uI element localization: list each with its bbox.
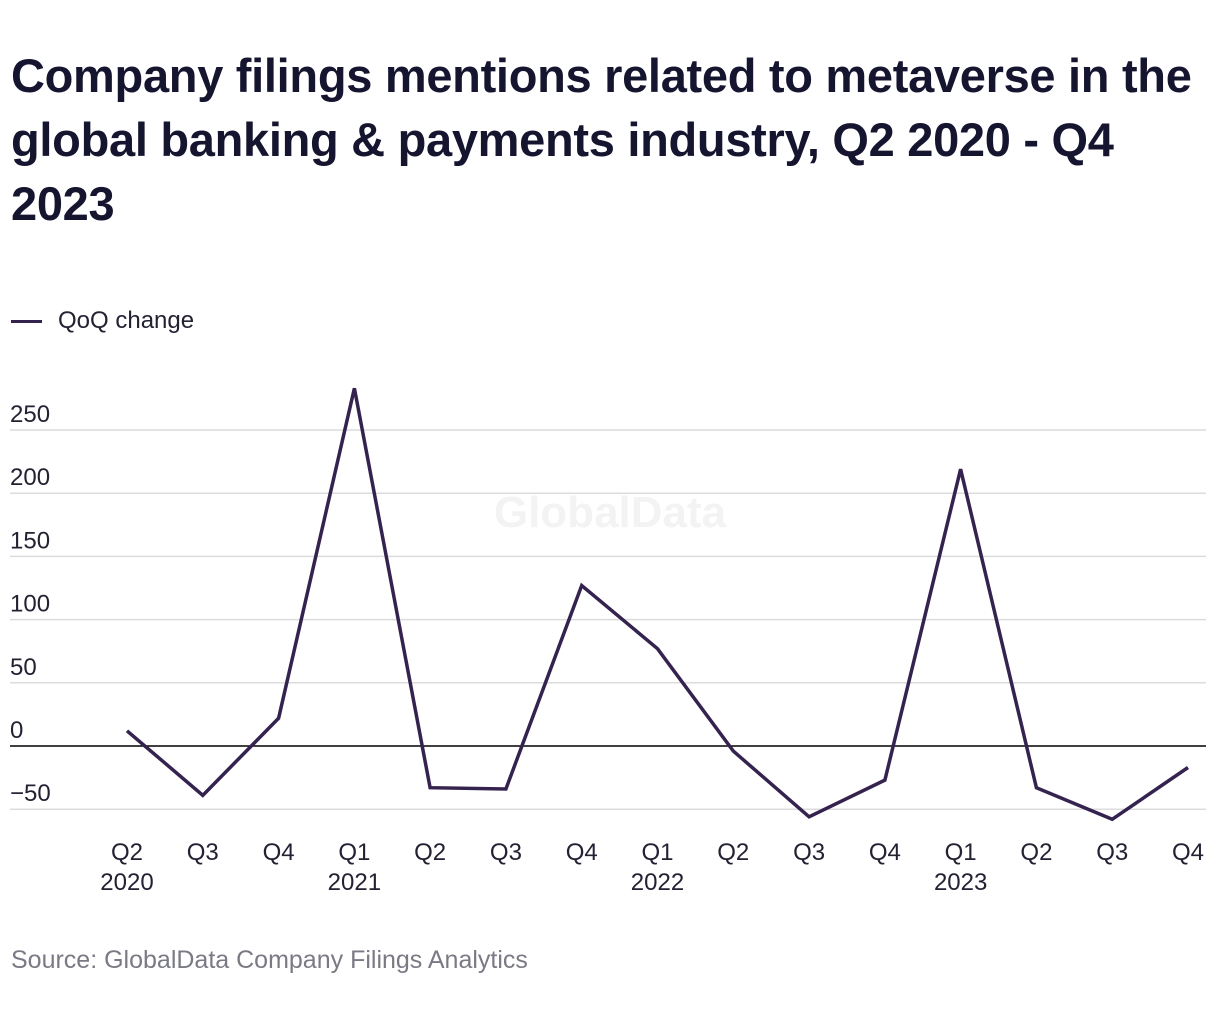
x-tick-label: Q2 bbox=[414, 839, 446, 866]
x-tick-year-label: 2023 bbox=[934, 869, 987, 896]
legend: QoQ change bbox=[11, 306, 194, 336]
x-tick-label: Q3 bbox=[1096, 839, 1128, 866]
series-line-qoq-change bbox=[125, 387, 1189, 822]
y-tick-label: 100 bbox=[10, 591, 50, 618]
y-tick-label: 150 bbox=[10, 527, 50, 554]
x-tick-label: Q4 bbox=[1172, 839, 1204, 866]
y-tick-label: 0 bbox=[10, 717, 23, 744]
x-tick-label: Q3 bbox=[490, 839, 522, 866]
chart-title: Company filings mentions related to meta… bbox=[11, 49, 1192, 230]
x-tick-label: Q3 bbox=[793, 839, 825, 866]
y-tick-label: 200 bbox=[10, 464, 50, 491]
y-tick-label: 50 bbox=[10, 654, 37, 681]
x-tick-label: Q4 bbox=[869, 839, 901, 866]
x-tick-year-label: 2020 bbox=[100, 869, 153, 896]
legend-swatch bbox=[11, 319, 42, 323]
x-tick-label: Q1 bbox=[338, 839, 370, 866]
y-tick-label: 250 bbox=[10, 401, 50, 428]
x-tick-label: Q4 bbox=[263, 839, 295, 866]
legend-label: QoQ change bbox=[58, 307, 195, 334]
x-tick-label: Q4 bbox=[566, 839, 598, 866]
x-tick-label: Q3 bbox=[187, 839, 219, 866]
x-tick-label: Q1 bbox=[641, 839, 673, 866]
y-tick-label: −50 bbox=[10, 780, 51, 807]
x-tick-label: Q2 bbox=[717, 839, 749, 866]
x-tick-label: Q2 bbox=[1020, 839, 1052, 866]
x-tick-label: Q1 bbox=[945, 839, 977, 866]
x-tick-year-label: 2022 bbox=[631, 869, 684, 896]
line-chart: GlobalData 250 200 150 100 50 0 −50 Q2 2020 Q3 Q4… bbox=[10, 387, 1206, 896]
x-tick-label: Q2 bbox=[111, 839, 143, 866]
source-note: Source: GlobalData Company Filings Analy… bbox=[11, 946, 528, 974]
watermark: GlobalData bbox=[494, 488, 727, 537]
x-tick-year-label: 2021 bbox=[328, 869, 381, 896]
